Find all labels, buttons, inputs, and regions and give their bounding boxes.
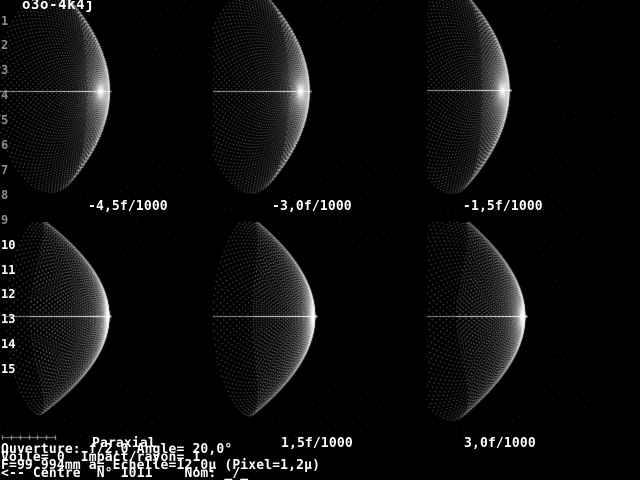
scale-number: 4 [1, 88, 9, 103]
command-line-name-input[interactable]: <-- Centre N° 1011 Nom: _/_ [1, 466, 249, 480]
scale-number: 7 [1, 162, 9, 177]
surface-number-scale: 1 2 3 4 5 6 7 8 9 10 11 12 13 14 15 [1, 0, 30, 390]
defocus-label: -4,5f/1000 [88, 199, 168, 214]
defocus-label: -3,0f/1000 [272, 199, 352, 214]
scale-number: 10 [1, 237, 16, 252]
scale-number: 1 [1, 13, 9, 28]
scale-number: 15 [1, 362, 16, 377]
scale-number: 13 [1, 312, 16, 327]
defocus-label: -1,5f/1000 [463, 199, 543, 214]
plot-title: o3o-4k4j [22, 0, 95, 13]
defocus-label: 3,0f/1000 [464, 436, 536, 451]
scale-number: 2 [1, 38, 9, 53]
defocus-label: 1,5f/1000 [281, 436, 353, 451]
scale-number: 8 [1, 187, 9, 202]
scale-number: 12 [1, 287, 16, 302]
status-veil-line: Voile= 0 Impact/rayon= 1 [1, 450, 201, 465]
status-focal-scale-line: F=99.994mm a= Echelle=12,0µ (Pixel=1,2µ) [1, 458, 321, 473]
scale-number: 11 [1, 262, 16, 277]
scale-number: 5 [1, 113, 9, 128]
status-aperture-line: Ouverture: f/2,0 Angle= 20,0° [1, 442, 233, 457]
scale-number: 6 [1, 138, 9, 153]
defocus-label: Paraxial [92, 436, 156, 451]
scale-number: 9 [1, 212, 9, 227]
scale-number: 14 [1, 337, 16, 352]
scale-number: 3 [1, 63, 9, 78]
